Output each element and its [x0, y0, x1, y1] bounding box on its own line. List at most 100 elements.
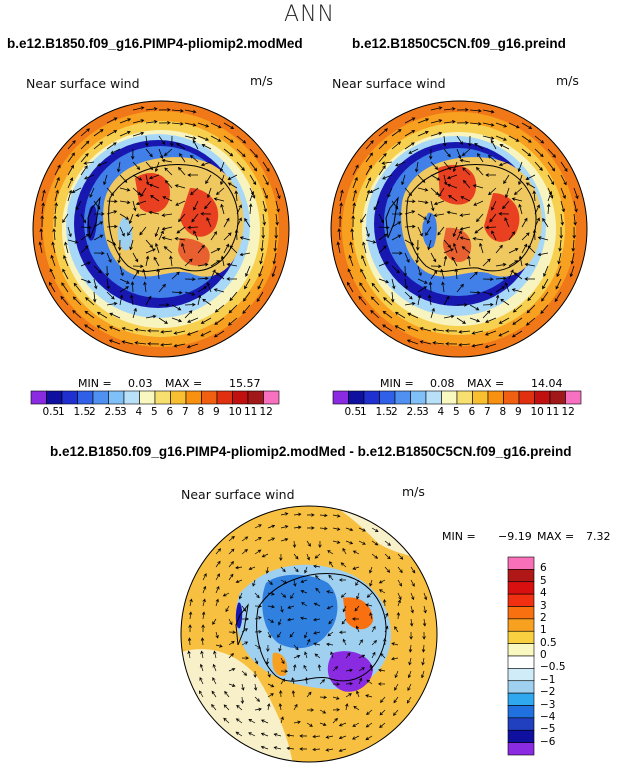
panel1-colorbar-swatch	[154, 390, 171, 405]
panel3-wind-vector	[267, 670, 271, 678]
panel3-wind-vector	[199, 677, 204, 685]
panel1-wind-vector	[213, 288, 225, 293]
panel2-wind-vector	[468, 135, 472, 147]
panel3-colorbar-swatch	[507, 593, 535, 607]
panel2-wind-vector	[387, 187, 393, 198]
panel2-wind-vector	[542, 278, 549, 290]
panel3-wind-vector	[241, 656, 250, 660]
panel3-wind-vector	[369, 612, 373, 620]
panel3-wind-vector	[254, 644, 262, 649]
panel2-wind-vector	[407, 312, 419, 319]
panel2-wind-vector	[557, 252, 562, 265]
panel3-wind-vector	[319, 513, 328, 518]
panel3-wind-vector	[365, 735, 373, 741]
panel3-wind-vector	[293, 654, 301, 659]
panel2-wind-vector	[373, 200, 380, 211]
panel3-wind-vector	[332, 708, 341, 712]
panel3-wind-vector	[317, 664, 322, 672]
panel2-colorbar-tick-label: 1.5	[375, 406, 393, 418]
panel2-wind-vector	[469, 304, 480, 311]
panel3-wind-vector	[254, 629, 263, 634]
panel1-colorbar-tick-label: 11	[244, 406, 258, 418]
panel3-wind-vector	[312, 747, 321, 752]
panel2-wind-vector	[462, 167, 471, 176]
panel2-wind-vector	[383, 297, 393, 306]
panel1-wind-vector	[117, 252, 121, 264]
panel3-wind-vector	[280, 512, 289, 516]
panel3-wind-vector	[280, 605, 284, 613]
panel1-wind-vector	[220, 174, 225, 186]
panel3-wind-vector	[382, 598, 387, 607]
panel2-wind-vector	[401, 174, 406, 186]
panel2-wind-vector	[404, 142, 415, 150]
panel3-wind-vector	[313, 631, 321, 635]
panel2-wind-vector	[443, 174, 448, 186]
panel2-run-title: b.e12.B1850C5CN.f09_g16.preind	[352, 36, 566, 51]
panel1-wind-vector	[109, 312, 121, 319]
panel3-wind-vector	[267, 693, 274, 698]
panel3-colorbar-tick-label: 0	[540, 649, 547, 661]
panel1-wind-vector	[206, 217, 212, 228]
panel1-wind-vector	[38, 241, 43, 254]
panel2-wind-vector	[462, 179, 471, 189]
panel3-wind-vector	[299, 734, 308, 738]
panel1-wind-vector	[135, 200, 147, 206]
panel3-wind-vector	[365, 722, 373, 728]
panel2-wind-vector	[495, 276, 507, 281]
panel3-wind-vector	[202, 573, 207, 581]
panel1-wind-vector	[84, 310, 95, 319]
panel1-wind-vector	[93, 200, 101, 210]
panel1-wind-vector	[80, 165, 88, 176]
panel3-wind-vector	[326, 590, 334, 594]
panel2-colorbar-tick-label: 8	[499, 406, 507, 418]
panel1-wind-vector	[176, 226, 186, 234]
panel2-colorbar-swatch	[518, 390, 535, 405]
panel1-wind-vector	[210, 260, 221, 267]
panel1-wind-vector	[210, 248, 221, 254]
panel3-wind-vector	[300, 590, 308, 594]
panel2-colorbar-swatch	[487, 390, 504, 405]
panel1-min-value: 0.03	[128, 377, 153, 390]
panel1-wind-vector	[257, 278, 264, 290]
panel2-wind-vector	[537, 252, 549, 257]
panel3-wind-vector	[254, 616, 262, 620]
panel3-wind-vector	[330, 651, 334, 659]
panel3-wind-vector	[215, 560, 221, 568]
panel2-wind-vector	[495, 244, 503, 254]
panel2-wind-vector	[459, 158, 471, 163]
panel1-wind-vector	[129, 239, 134, 251]
panel2-wind-vector	[498, 161, 510, 167]
panel1-wind-vector	[148, 174, 160, 180]
panel3-wind-vector	[342, 547, 347, 555]
panel3-wind-vector	[409, 618, 414, 627]
panel3-wind-vector	[223, 704, 230, 711]
panel2-wind-vector	[571, 239, 575, 252]
panel3-wind-vector	[384, 566, 391, 573]
panel1-wind-vector	[51, 241, 56, 254]
panel1-wind-vector	[262, 174, 269, 186]
panel1-wind-vector	[175, 200, 186, 206]
panel2-wind-vector	[404, 117, 416, 124]
panel1-wind-vector	[119, 278, 130, 284]
panel1-colorbar-tick-label: 2	[89, 406, 96, 418]
panel3-wind-vector	[338, 578, 346, 582]
panel2-wind-vector	[351, 215, 355, 228]
panel3-wind-vector	[397, 592, 402, 601]
panel2-wind-vector	[453, 242, 458, 254]
panel2-wind-vector	[437, 226, 445, 236]
panel2-wind-vector	[338, 215, 342, 228]
panel1-colorbar-swatch	[92, 390, 109, 405]
panel2-wind-vector	[558, 239, 562, 252]
panel3-wind-vector	[280, 566, 286, 573]
panel1-wind-vector	[244, 278, 251, 290]
panel1-wind-vector	[50, 254, 56, 267]
panel2-colorbar-swatch	[348, 390, 365, 405]
panel3-wind-vector	[265, 657, 270, 666]
panel3-wind-vector	[341, 618, 347, 625]
panel3-wind-vector	[358, 667, 365, 672]
panel2-wind-vector	[556, 265, 562, 278]
panel3-wind-vector	[200, 650, 204, 659]
panel3-wind-vector	[379, 722, 386, 728]
panel1-wind-vector	[93, 265, 102, 274]
panel3-wind-vector	[371, 553, 379, 559]
